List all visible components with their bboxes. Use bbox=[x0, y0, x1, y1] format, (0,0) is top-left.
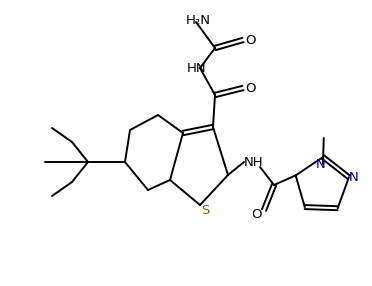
Text: N: N bbox=[349, 171, 359, 184]
Text: NH: NH bbox=[244, 156, 264, 168]
Text: O: O bbox=[246, 82, 256, 94]
Text: S: S bbox=[201, 204, 209, 217]
Text: HN: HN bbox=[187, 61, 207, 74]
Text: H₂N: H₂N bbox=[186, 13, 211, 27]
Text: N: N bbox=[316, 158, 326, 170]
Text: O: O bbox=[246, 33, 256, 47]
Text: O: O bbox=[251, 208, 261, 221]
